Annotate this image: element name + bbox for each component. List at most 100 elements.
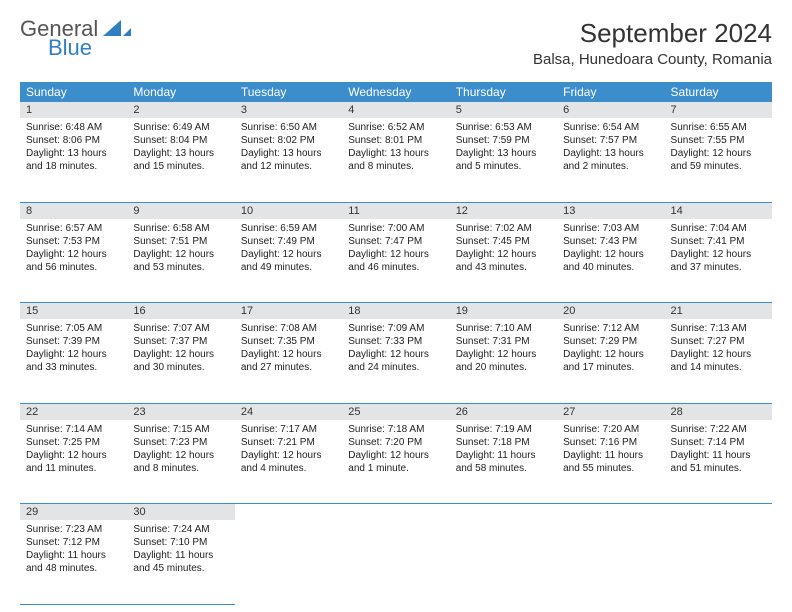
day-number-cell: [665, 504, 772, 521]
day-body-cell: [450, 520, 557, 604]
sunrise-line: Sunrise: 7:07 AM: [133, 322, 228, 335]
daylight-line: Daylight: 11 hours and 45 minutes.: [133, 549, 228, 575]
sunrise-line: Sunrise: 6:55 AM: [671, 121, 766, 134]
sunset-line: Sunset: 7:33 PM: [348, 335, 443, 348]
sunrise-line: Sunrise: 6:50 AM: [241, 121, 336, 134]
day-body-cell: Sunrise: 6:52 AMSunset: 8:01 PMDaylight:…: [342, 118, 449, 202]
sunset-line: Sunset: 7:55 PM: [671, 134, 766, 147]
day-body-cell: Sunrise: 6:59 AMSunset: 7:49 PMDaylight:…: [235, 219, 342, 303]
sunrise-line: Sunrise: 7:14 AM: [26, 423, 121, 436]
day-body-cell: Sunrise: 7:07 AMSunset: 7:37 PMDaylight:…: [127, 319, 234, 403]
day-body-cell: Sunrise: 7:24 AMSunset: 7:10 PMDaylight:…: [127, 520, 234, 604]
sunrise-line: Sunrise: 6:57 AM: [26, 222, 121, 235]
day-body-cell: Sunrise: 7:23 AMSunset: 7:12 PMDaylight:…: [20, 520, 127, 604]
day-number-cell: 15: [20, 303, 127, 320]
sunset-line: Sunset: 8:06 PM: [26, 134, 121, 147]
day-number-cell: 29: [20, 504, 127, 521]
logo-blue: Blue: [48, 37, 131, 59]
sunrise-line: Sunrise: 7:22 AM: [671, 423, 766, 436]
day-number-cell: 6: [557, 102, 664, 118]
daylight-line: Daylight: 12 hours and 14 minutes.: [671, 348, 766, 374]
daylight-line: Daylight: 11 hours and 48 minutes.: [26, 549, 121, 575]
day-number-cell: 13: [557, 202, 664, 219]
logo-triangle-icon: [103, 18, 131, 38]
day-number-cell: 9: [127, 202, 234, 219]
sunrise-line: Sunrise: 7:05 AM: [26, 322, 121, 335]
sunset-line: Sunset: 7:35 PM: [241, 335, 336, 348]
weekday-header: Thursday: [450, 82, 557, 102]
sunrise-line: Sunrise: 7:19 AM: [456, 423, 551, 436]
day-body-cell: Sunrise: 6:50 AMSunset: 8:02 PMDaylight:…: [235, 118, 342, 202]
sunset-line: Sunset: 7:47 PM: [348, 235, 443, 248]
day-number-cell: 21: [665, 303, 772, 320]
sunrise-line: Sunrise: 6:59 AM: [241, 222, 336, 235]
sunset-line: Sunset: 7:43 PM: [563, 235, 658, 248]
day-body-cell: Sunrise: 7:04 AMSunset: 7:41 PMDaylight:…: [665, 219, 772, 303]
daylight-line: Daylight: 11 hours and 51 minutes.: [671, 449, 766, 475]
day-body-cell: Sunrise: 6:53 AMSunset: 7:59 PMDaylight:…: [450, 118, 557, 202]
daylight-line: Daylight: 13 hours and 2 minutes.: [563, 147, 658, 173]
day-number-cell: 10: [235, 202, 342, 219]
daylight-line: Daylight: 11 hours and 55 minutes.: [563, 449, 658, 475]
weekday-header: Wednesday: [342, 82, 449, 102]
daylight-line: Daylight: 13 hours and 15 minutes.: [133, 147, 228, 173]
daylight-line: Daylight: 12 hours and 17 minutes.: [563, 348, 658, 374]
month-title: September 2024: [533, 18, 772, 49]
day-number-cell: 5: [450, 102, 557, 118]
day-number-cell: 30: [127, 504, 234, 521]
day-number-cell: [235, 504, 342, 521]
sunset-line: Sunset: 7:18 PM: [456, 436, 551, 449]
sunrise-line: Sunrise: 6:53 AM: [456, 121, 551, 134]
sunrise-line: Sunrise: 7:00 AM: [348, 222, 443, 235]
day-body-cell: Sunrise: 7:08 AMSunset: 7:35 PMDaylight:…: [235, 319, 342, 403]
day-number-cell: [342, 504, 449, 521]
daylight-line: Daylight: 12 hours and 20 minutes.: [456, 348, 551, 374]
day-number-cell: 19: [450, 303, 557, 320]
day-body-cell: Sunrise: 7:05 AMSunset: 7:39 PMDaylight:…: [20, 319, 127, 403]
day-body-cell: Sunrise: 7:19 AMSunset: 7:18 PMDaylight:…: [450, 420, 557, 504]
sunset-line: Sunset: 8:02 PM: [241, 134, 336, 147]
weekday-header: Friday: [557, 82, 664, 102]
day-number-cell: 1: [20, 102, 127, 118]
sunset-line: Sunset: 7:12 PM: [26, 536, 121, 549]
day-number-cell: 18: [342, 303, 449, 320]
day-body-cell: [342, 520, 449, 604]
sunrise-line: Sunrise: 7:09 AM: [348, 322, 443, 335]
day-body-cell: Sunrise: 6:57 AMSunset: 7:53 PMDaylight:…: [20, 219, 127, 303]
day-body-cell: Sunrise: 7:00 AMSunset: 7:47 PMDaylight:…: [342, 219, 449, 303]
day-body-cell: Sunrise: 7:20 AMSunset: 7:16 PMDaylight:…: [557, 420, 664, 504]
sunrise-line: Sunrise: 6:49 AM: [133, 121, 228, 134]
day-body-cell: Sunrise: 7:12 AMSunset: 7:29 PMDaylight:…: [557, 319, 664, 403]
day-number-cell: 11: [342, 202, 449, 219]
day-body-cell: [235, 520, 342, 604]
daylight-line: Daylight: 12 hours and 33 minutes.: [26, 348, 121, 374]
sunrise-line: Sunrise: 6:52 AM: [348, 121, 443, 134]
daylight-line: Daylight: 12 hours and 1 minute.: [348, 449, 443, 475]
sunrise-line: Sunrise: 7:03 AM: [563, 222, 658, 235]
sunrise-line: Sunrise: 7:13 AM: [671, 322, 766, 335]
daylight-line: Daylight: 12 hours and 40 minutes.: [563, 248, 658, 274]
sunset-line: Sunset: 7:39 PM: [26, 335, 121, 348]
daylight-line: Daylight: 13 hours and 18 minutes.: [26, 147, 121, 173]
day-body-cell: Sunrise: 7:02 AMSunset: 7:45 PMDaylight:…: [450, 219, 557, 303]
sunset-line: Sunset: 8:01 PM: [348, 134, 443, 147]
day-body-cell: Sunrise: 6:54 AMSunset: 7:57 PMDaylight:…: [557, 118, 664, 202]
sunset-line: Sunset: 7:51 PM: [133, 235, 228, 248]
day-body-cell: Sunrise: 7:15 AMSunset: 7:23 PMDaylight:…: [127, 420, 234, 504]
daylight-line: Daylight: 12 hours and 27 minutes.: [241, 348, 336, 374]
day-body-cell: Sunrise: 7:17 AMSunset: 7:21 PMDaylight:…: [235, 420, 342, 504]
day-body-cell: Sunrise: 7:09 AMSunset: 7:33 PMDaylight:…: [342, 319, 449, 403]
day-number-cell: [450, 504, 557, 521]
day-number-cell: 27: [557, 403, 664, 420]
day-body-cell: Sunrise: 6:49 AMSunset: 8:04 PMDaylight:…: [127, 118, 234, 202]
day-number-cell: 26: [450, 403, 557, 420]
daylight-line: Daylight: 12 hours and 8 minutes.: [133, 449, 228, 475]
calendar-table: SundayMondayTuesdayWednesdayThursdayFrid…: [20, 82, 772, 605]
daylight-line: Daylight: 12 hours and 46 minutes.: [348, 248, 443, 274]
day-number-cell: 24: [235, 403, 342, 420]
sunrise-line: Sunrise: 7:02 AM: [456, 222, 551, 235]
daylight-line: Daylight: 11 hours and 58 minutes.: [456, 449, 551, 475]
sunset-line: Sunset: 7:31 PM: [456, 335, 551, 348]
sunset-line: Sunset: 7:37 PM: [133, 335, 228, 348]
day-number-cell: 20: [557, 303, 664, 320]
